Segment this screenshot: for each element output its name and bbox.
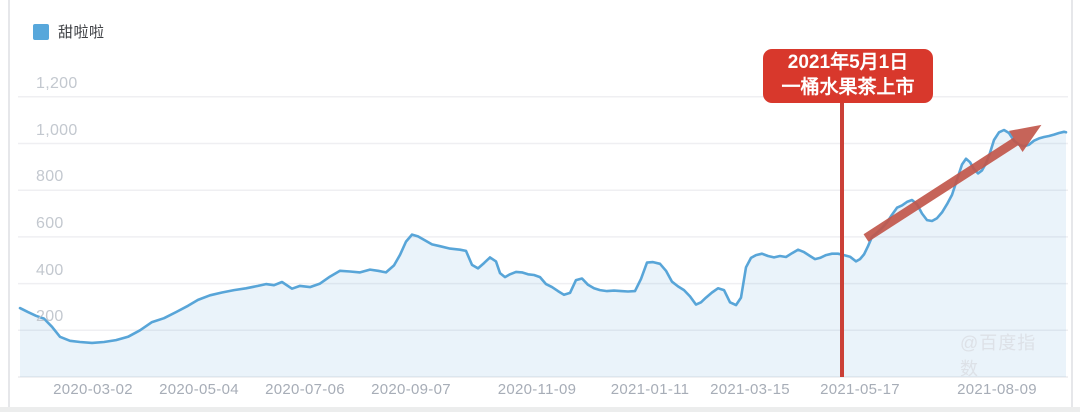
series-trend-line	[18, 128, 1068, 345]
legend-label: 甜啦啦	[58, 24, 105, 41]
card-left-border	[8, 0, 10, 412]
y-tick-label: 1,200	[36, 74, 78, 92]
legend-item[interactable]: 甜啦啦	[33, 21, 105, 42]
x-tick-label: 2020-03-02	[53, 381, 133, 398]
growth-arrow	[863, 124, 1042, 242]
x-tick-label: 2021-03-15	[710, 381, 790, 398]
baidu-index-watermark: @百度指数	[960, 333, 1037, 379]
card-bottom-border	[0, 407, 1080, 412]
series-area-fill	[20, 130, 1066, 377]
annotation-line1: 2021年5月1日	[787, 52, 909, 74]
y-tick-label: 200	[36, 308, 64, 326]
x-tick-label: 2020-07-06	[265, 381, 345, 398]
x-tick-label: 2021-01-11	[610, 381, 690, 398]
legend-swatch-icon	[33, 23, 49, 40]
card-right-border	[1071, 0, 1073, 412]
event-annotation-callout: 2021年5月1日 一桶水果茶上市	[763, 49, 933, 103]
x-tick-label: 2021-05-17	[820, 381, 900, 398]
annotation-line2: 一桶水果茶上市	[781, 77, 915, 98]
x-tick-label: 2020-11-09	[497, 381, 577, 398]
y-tick-label: 1,000	[36, 121, 78, 139]
x-tick-label: 2020-09-07	[371, 381, 451, 398]
x-tick-label: 2020-05-04	[159, 381, 239, 398]
y-tick-label: 400	[36, 261, 64, 279]
y-tick-label: 800	[36, 168, 64, 186]
y-tick-label: 600	[36, 214, 64, 232]
x-tick-label: 2021-08-09	[957, 381, 1037, 398]
